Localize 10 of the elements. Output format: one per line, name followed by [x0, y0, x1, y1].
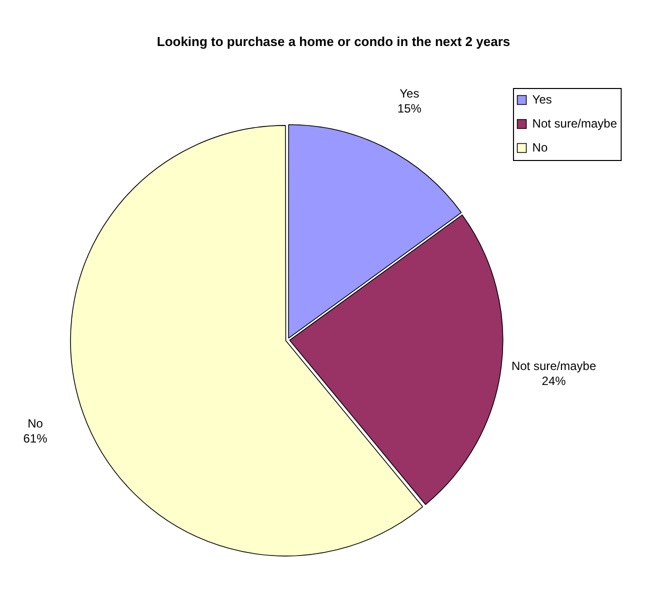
legend-label: Not sure/maybe: [532, 116, 618, 130]
legend-label: No: [532, 140, 548, 154]
data-label: 24%: [542, 374, 566, 388]
data-label: 15%: [397, 101, 422, 116]
data-label: 61%: [23, 431, 48, 446]
slice-label: Yes: [400, 86, 420, 100]
slice-label: No: [28, 416, 44, 430]
chart-title: Looking to purchase a home or condo in the next 2 years: [156, 33, 512, 51]
slice-label: Not sure/maybe: [511, 359, 596, 374]
legend-label: Yes: [532, 92, 552, 106]
